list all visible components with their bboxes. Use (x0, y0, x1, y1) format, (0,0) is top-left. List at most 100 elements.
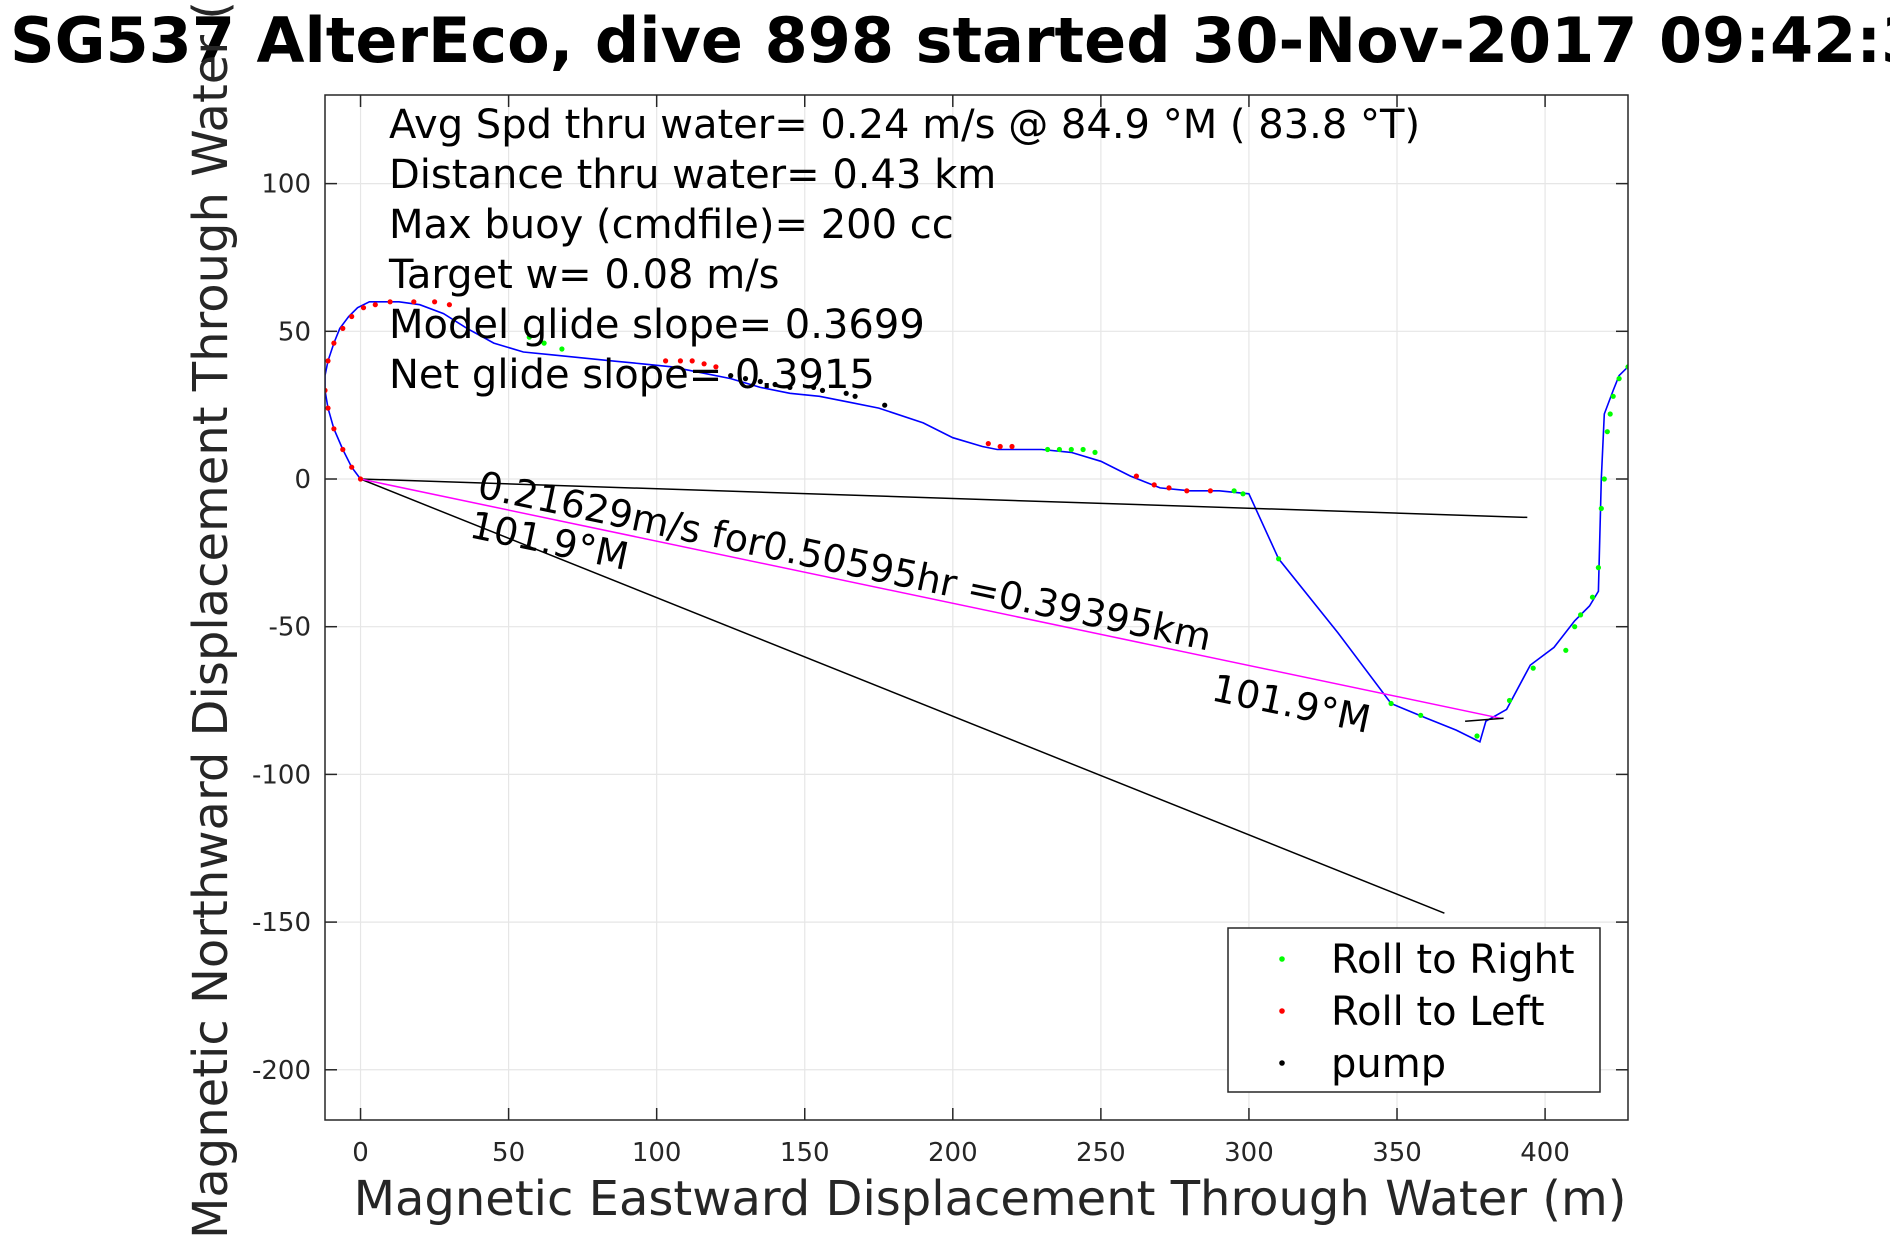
marker-pump (811, 384, 817, 390)
marker-roll-to-left (432, 299, 438, 305)
marker-roll-to-left (1207, 488, 1213, 494)
marker-roll-to-right (1045, 446, 1051, 453)
marker-roll-to-right (1474, 733, 1480, 739)
marker-roll-to-right (1080, 446, 1086, 453)
marker-pump (728, 373, 734, 379)
marker-roll-to-left (689, 358, 695, 364)
legend-label: Roll to Left (1331, 989, 1545, 1035)
marker-roll-to-right (541, 340, 547, 346)
info-line: Max buoy (cmdfile)= 200 cc (389, 202, 954, 248)
info-line: Target w= 0.08 m/s (388, 252, 779, 298)
x-tick-label: 200 (928, 1138, 978, 1168)
dive-info-text: Avg Spd thru water= 0.24 m/s @ 84.9 °M (… (388, 102, 1420, 398)
x-tick-label: 300 (1224, 1138, 1274, 1168)
marker-roll-to-left (1184, 488, 1190, 494)
grid-lines (325, 95, 1628, 1120)
legend-marker (1279, 1060, 1285, 1066)
marker-roll-to-right (1068, 446, 1074, 453)
marker-roll-to-left (1166, 485, 1172, 491)
legend: Roll to Right Roll to Left pump (1227, 927, 1601, 1093)
x-tick-label: 400 (1520, 1138, 1570, 1168)
marker-roll-to-right (1276, 556, 1282, 562)
y-tick-label: -50 (269, 613, 311, 643)
x-tick-label: 0 (352, 1138, 369, 1168)
marker-roll-to-left (387, 299, 393, 305)
marker-roll-to-left (331, 340, 337, 346)
y-tick-label: 50 (278, 317, 311, 347)
legend-label: Roll to Right (1331, 937, 1575, 983)
marker-roll-to-right (1092, 449, 1098, 455)
marker-roll-to-left (357, 476, 364, 482)
chart-title: SG537 AlterEco, dive 898 started 30-Nov-… (10, 4, 1890, 77)
marker-roll-to-left (1009, 443, 1015, 450)
marker-pump (742, 376, 749, 382)
marker-pump (852, 393, 858, 399)
info-line: Avg Spd thru water= 0.24 m/s @ 84.9 °M (… (389, 102, 1420, 148)
marker-roll-to-right (1240, 491, 1246, 497)
marker-roll-to-left (325, 405, 331, 411)
marker-roll-to-right (1418, 712, 1424, 718)
y-tick-label: 0 (294, 465, 311, 495)
marker-roll-to-left (331, 426, 337, 432)
marker-roll-to-left (340, 446, 346, 453)
marker-roll-to-right (1595, 565, 1601, 571)
marker-roll-to-left (985, 441, 991, 447)
marker-roll-to-left (1151, 482, 1157, 488)
marker-roll-to-left (349, 464, 355, 470)
marker-roll-to-left (701, 361, 707, 367)
series-line-track (325, 300, 1628, 744)
marker-roll-to-right (1563, 647, 1569, 653)
x-tick-label: 150 (780, 1138, 830, 1168)
marker-roll-to-left (997, 443, 1003, 450)
marker-roll-to-left (349, 313, 355, 320)
marker-roll-to-left (446, 302, 452, 308)
y-tick-label: 100 (261, 170, 311, 200)
marker-roll-to-left (677, 358, 684, 364)
series-line-current (1465, 717, 1504, 722)
marker-roll-to-right (1589, 594, 1596, 600)
marker-pump (843, 390, 849, 396)
y-tick-label: -200 (252, 1056, 311, 1086)
marker-roll-to-right (1601, 476, 1607, 482)
marker-roll-to-right (1604, 429, 1610, 435)
x-tick-label: 50 (492, 1138, 525, 1168)
marker-roll-to-right (1506, 697, 1513, 704)
marker-roll-to-left (663, 358, 669, 364)
axes: 0 50 100 150 200 250 300 350 400 100 50 0 -50 -100 -15… (252, 94, 1629, 1168)
marker-pump (819, 387, 826, 393)
marker-roll-to-left (411, 299, 417, 305)
marker-roll-to-right (1578, 612, 1584, 618)
marker-roll-to-left (713, 364, 719, 370)
x-tick-label: 250 (1076, 1138, 1126, 1168)
marker-roll-to-right (1056, 446, 1062, 453)
legend-marker (1279, 956, 1285, 962)
marker-roll-to-right (1616, 376, 1622, 382)
x-axis-label: Magnetic Eastward Displacement Through W… (354, 1171, 1627, 1227)
info-line: Model glide slope= 0.3699 (389, 302, 925, 348)
marker-roll-to-right (1572, 624, 1578, 630)
series-line-pump (360, 478, 1528, 519)
legend-label: pump (1331, 1041, 1446, 1087)
marker-roll-to-left (360, 305, 367, 311)
marker-pump (772, 381, 778, 388)
marker-roll-to-right (526, 334, 532, 340)
y-axis-label: Magnetic Northward Displacement Through … (183, 1, 239, 1239)
legend-box (1227, 927, 1601, 1093)
legend-marker (1279, 1008, 1285, 1014)
marker-pump (757, 378, 763, 385)
series-line-current (360, 478, 1501, 720)
info-line: Net glide slope= 0.3915 (389, 352, 875, 398)
plot-area (325, 299, 1628, 914)
marker-roll-to-left (372, 302, 378, 308)
x-tick-label: 100 (632, 1138, 682, 1168)
marker-roll-to-right (1530, 665, 1536, 671)
marker-roll-to-left (340, 325, 346, 331)
axes-box (324, 94, 1629, 1121)
marker-roll-to-right (559, 346, 565, 352)
marker-roll-to-right (1388, 700, 1394, 707)
marker-roll-to-left (1133, 473, 1139, 479)
marker-roll-to-right (1231, 488, 1237, 494)
marker-pump (787, 384, 793, 390)
marker-roll-to-left (325, 358, 331, 364)
